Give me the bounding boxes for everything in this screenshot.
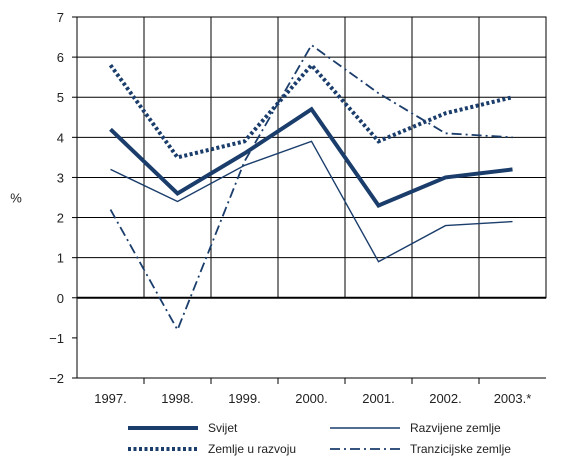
legend-label-1: Svijet <box>208 421 238 435</box>
y-tick-label: 7 <box>57 10 64 25</box>
y-tick-label: 2 <box>57 211 64 226</box>
x-tick-label: 1998. <box>161 391 194 406</box>
tick-labels: −2 −1 0 1 2 3 4 5 6 7% 1997. 1998. 1999. 2000. 2001. 20… <box>10 10 531 406</box>
series-line-1 <box>109 106 513 208</box>
axes <box>72 16 547 384</box>
series-line-2 <box>110 140 513 263</box>
y-tick-label: −1 <box>49 331 64 346</box>
y-tick-label: 5 <box>57 90 64 105</box>
plot-frame <box>76 16 547 299</box>
x-tick-label: 1999. <box>228 391 261 406</box>
x-tick-label: 2000. <box>295 391 328 406</box>
y-tick-label: 3 <box>57 170 64 185</box>
legend-label-4: Tranzicijske zemlje <box>410 442 511 456</box>
legend-label-2: Razvijene zemlje <box>410 421 501 435</box>
grid <box>77 16 546 298</box>
y-tick-label: 0 <box>57 291 64 306</box>
series-line-3 <box>108 62 513 160</box>
series <box>108 43 513 332</box>
y-axis-label: % <box>10 191 22 206</box>
x-tick-label: 1997. <box>94 391 127 406</box>
y-tick-label: 4 <box>57 130 64 145</box>
x-tick-label: 2002. <box>429 391 462 406</box>
y-tick-label: −2 <box>49 371 64 386</box>
y-tick-label: 1 <box>57 251 64 266</box>
x-tick-label: 2003.* <box>494 391 532 406</box>
legend: Svijet Razvijene zemlje Zemlje u razvoju Tr… <box>128 421 511 456</box>
y-tick-label: 6 <box>57 50 64 65</box>
legend-label-3: Zemlje u razvoju <box>208 442 296 456</box>
x-tick-label: 2001. <box>362 391 395 406</box>
